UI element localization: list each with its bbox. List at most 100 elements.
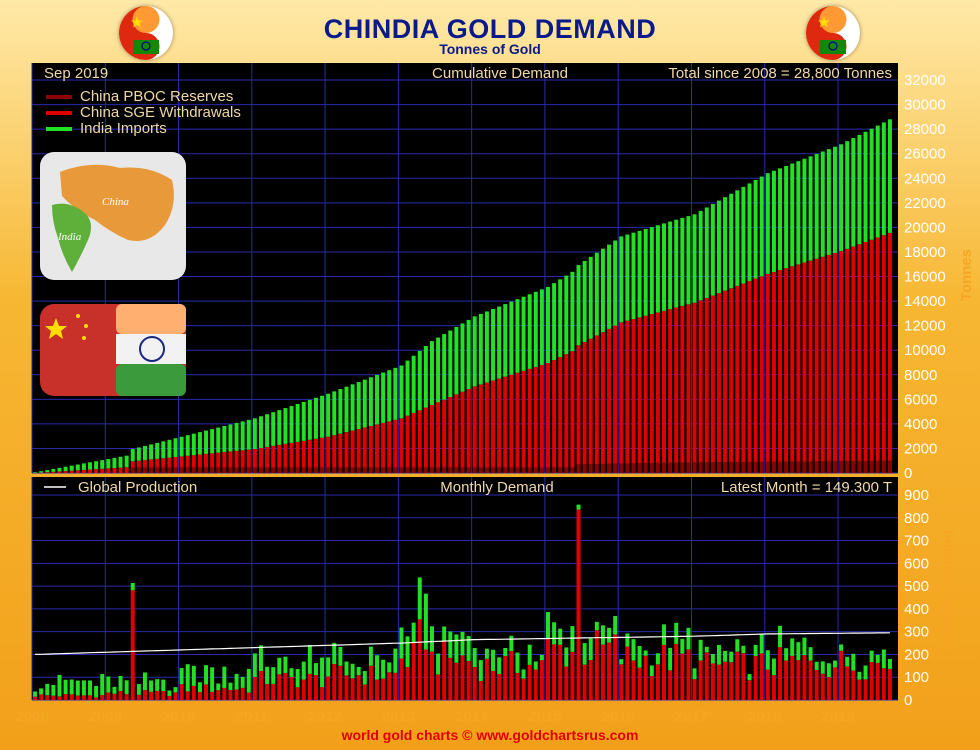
bar-india — [381, 659, 386, 679]
bar-sge — [759, 653, 764, 700]
bar-india — [246, 419, 251, 450]
bar-india — [521, 669, 526, 679]
bar-india — [558, 279, 563, 358]
bar-india — [845, 656, 850, 667]
bar-sge — [594, 335, 599, 465]
bar-pboc — [259, 467, 263, 473]
bar-india — [228, 424, 233, 452]
bar-pboc — [252, 467, 257, 473]
bar-sge — [839, 251, 844, 462]
bar-pboc — [668, 462, 673, 473]
bar-india — [875, 125, 880, 238]
bar-pboc — [552, 467, 557, 473]
bar-india — [668, 647, 673, 671]
bar-india — [509, 301, 514, 375]
bar-sge — [442, 641, 447, 700]
bar-sge — [491, 670, 496, 700]
bar-sge — [875, 237, 880, 461]
bar-sge — [790, 655, 795, 700]
bar-pboc — [130, 467, 135, 473]
bar-india — [588, 256, 593, 339]
bar-india — [790, 163, 795, 267]
bar-india — [649, 227, 654, 315]
bar-sge — [332, 664, 337, 700]
bar-pboc — [155, 467, 160, 473]
bar-sge — [826, 677, 831, 700]
bar-india — [698, 639, 703, 661]
bar-india — [503, 647, 508, 657]
bar-india — [655, 653, 660, 665]
y-tick-label: 800 — [904, 510, 929, 527]
bar-pboc — [405, 467, 410, 473]
bar-india — [753, 644, 758, 657]
bar-india — [57, 674, 62, 697]
bar-india — [716, 200, 721, 294]
bar-india — [484, 648, 489, 659]
bar-sge — [588, 338, 593, 465]
bar-pboc — [381, 467, 386, 473]
bar-india — [588, 638, 593, 661]
bar-india — [173, 687, 178, 693]
bar-sge — [411, 642, 416, 700]
bar-india — [753, 180, 758, 279]
bar-india — [594, 252, 599, 336]
bar-india — [387, 662, 392, 673]
bar-pboc — [759, 461, 764, 473]
bar-sge — [69, 470, 74, 473]
bar-india — [857, 671, 862, 680]
bar-india — [197, 682, 202, 693]
bar-pboc — [503, 467, 508, 473]
bar-sge — [643, 315, 648, 464]
bar-sge — [179, 456, 184, 468]
bar-india — [454, 326, 459, 395]
bar-sge — [57, 471, 62, 473]
bar-sge — [863, 679, 868, 700]
bar-sge — [765, 669, 770, 700]
bar-india — [271, 667, 276, 684]
y-tick-label: 28000 — [904, 121, 946, 138]
bar-sge — [167, 695, 172, 700]
bar-sge — [771, 271, 776, 462]
bar-sge — [368, 665, 373, 700]
bar-sge — [100, 468, 105, 473]
bar-sge — [381, 678, 386, 700]
bar-india — [191, 433, 196, 456]
bar-sge — [686, 649, 691, 700]
bar-sge — [436, 402, 441, 468]
bar-india — [613, 240, 618, 326]
legend-sge: China SGE Withdrawals — [80, 104, 241, 121]
latest-month-label: Latest Month = 149.300 T — [721, 479, 892, 496]
bar-india — [686, 627, 691, 650]
bar-india — [460, 631, 465, 656]
bar-sge — [265, 446, 270, 468]
bar-pboc — [881, 460, 886, 473]
bar-india — [851, 653, 856, 671]
bar-sge — [301, 440, 306, 468]
bar-sge — [460, 655, 465, 700]
bar-india — [759, 634, 764, 654]
bar-pboc — [875, 460, 880, 473]
bar-india — [857, 134, 862, 245]
bar-pboc — [723, 462, 728, 473]
bar-india — [100, 674, 105, 696]
bar-india — [417, 577, 422, 620]
legend-production: Global Production — [78, 479, 197, 496]
bar-sge — [845, 248, 850, 462]
bar-sge — [881, 235, 886, 461]
x-tick-label: 2011 — [236, 708, 269, 725]
bar-sge — [881, 668, 886, 700]
bar-sge — [631, 319, 636, 464]
bar-sge — [45, 472, 50, 473]
bar-pboc — [204, 467, 209, 473]
bar-sge — [808, 260, 813, 462]
bar-sge — [790, 266, 795, 462]
bar-india — [332, 391, 337, 436]
china-india-map-image: China India — [40, 152, 186, 280]
bar-pboc — [375, 467, 379, 473]
bar-sge — [582, 342, 587, 465]
bar-india — [387, 370, 392, 422]
lower-y-ticks: 0 100 200 300 400 500 600 700 800 900 — [904, 487, 929, 709]
bar-sge — [839, 650, 844, 700]
bar-pboc — [246, 467, 251, 473]
